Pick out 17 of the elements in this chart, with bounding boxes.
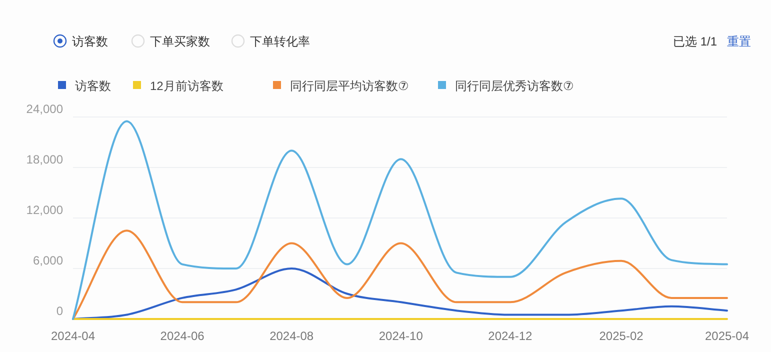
y-tick-label: 18,000 <box>26 152 64 166</box>
y-tick-label: 6,000 <box>32 254 64 268</box>
x-tick-label: 2024-10 <box>378 329 424 343</box>
legend-label: 同行同层平均访客数⑦ <box>290 79 409 93</box>
legend-label: 同行同层优秀访客数⑦ <box>455 79 574 93</box>
legend-label: 访客数 <box>75 79 111 93</box>
y-tick-label: 0 <box>56 304 64 318</box>
y-tick-label: 12,000 <box>26 203 64 217</box>
x-tick-label: 2025-02 <box>599 329 644 343</box>
x-tick-label: 2025-04 <box>704 329 750 343</box>
x-tick-label: 2024-04 <box>50 329 96 343</box>
x-tick-label: 2024-06 <box>160 329 205 343</box>
controls: 访客数 下单买家数 下单转化率 已选 1/1 重置 <box>53 34 751 48</box>
y-tick-label: 24,000 <box>26 102 64 116</box>
legend-label: 12月前访客数 <box>150 79 224 93</box>
x-tick-label: 2024-12 <box>488 329 533 343</box>
x-tick-label: 2024-08 <box>270 329 314 343</box>
